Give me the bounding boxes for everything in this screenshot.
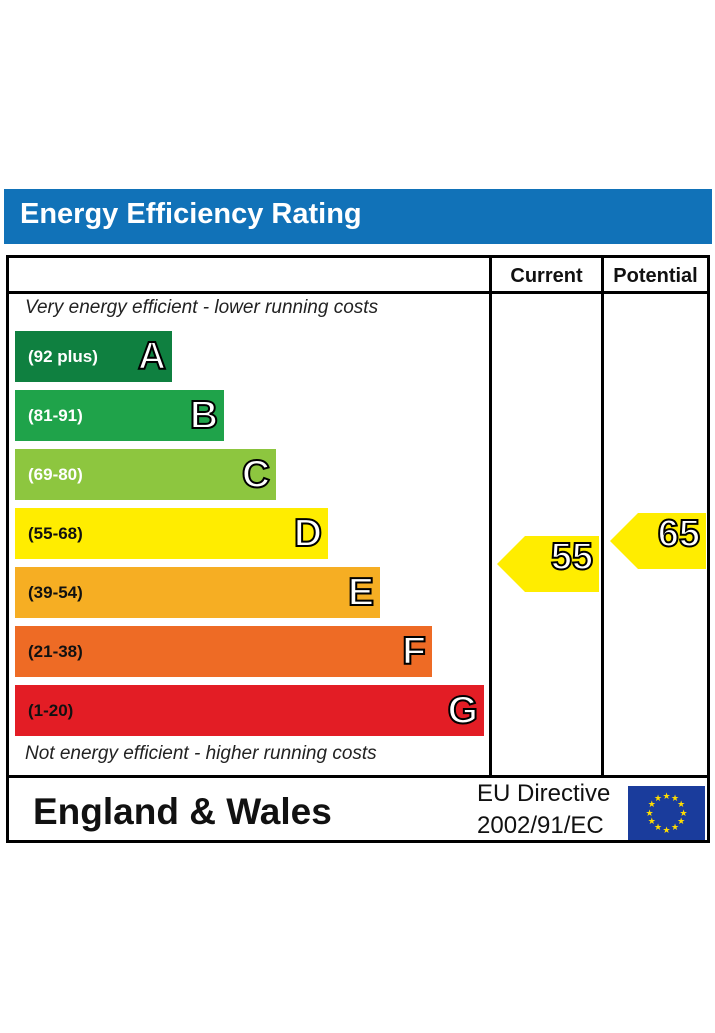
region-label: England & Wales	[33, 791, 332, 832]
directive-line-1: EU Directive	[477, 780, 611, 807]
rating-chart-frame: Current Potential Very energy efficient …	[6, 255, 710, 843]
band-letter-label: E	[347, 570, 375, 615]
band-range-label: (39-54)	[28, 583, 83, 602]
eu-star-icon: ★	[670, 792, 680, 803]
band-range-label: (81-91)	[28, 406, 83, 425]
current-rating-value: 55	[550, 535, 594, 579]
band-letter-label: B	[189, 393, 219, 438]
band-range-label: (55-68)	[28, 524, 83, 543]
eu-star-icon: ★	[662, 790, 671, 801]
potential-column-divider	[601, 258, 604, 776]
top-caption: Very energy efficient - lower running co…	[25, 297, 379, 318]
footer-divider	[9, 775, 707, 778]
eu-star-icon: ★	[677, 816, 686, 826]
potential-marker-arrow	[610, 512, 706, 569]
rating-band-b: (81-91) B	[15, 390, 224, 441]
eu-flag-icon: ★ ★ ★ ★ ★ ★ ★ ★ ★ ★ ★ ★	[628, 786, 705, 840]
band-letter-label: F	[401, 629, 427, 674]
potential-rating-value: 65	[657, 512, 701, 556]
rating-band-e: (39-54) E	[15, 567, 380, 618]
eu-star-icon: ★	[653, 792, 663, 803]
current-rating-marker: 55	[497, 535, 599, 592]
eu-star-icon: ★	[677, 799, 686, 809]
band-letter-label: D	[293, 511, 323, 556]
band-range-label: (21-38)	[28, 642, 83, 661]
eu-star-icon: ★	[647, 799, 656, 809]
current-column-header: Current	[510, 265, 583, 287]
band-letter-label: C	[241, 452, 271, 497]
potential-column-header: Potential	[613, 265, 698, 287]
eu-star-icon: ★	[662, 824, 671, 835]
rating-band-f: (21-38) F	[15, 626, 432, 677]
band-range-label: (1-20)	[28, 701, 74, 720]
band-letter-label: G	[447, 688, 479, 733]
current-column-divider	[489, 258, 492, 776]
directive-line-2: 2002/91/EC	[477, 812, 604, 839]
eu-star-icon: ★	[653, 822, 663, 833]
header-divider	[9, 291, 707, 294]
rating-band-c: (69-80) C	[15, 449, 276, 500]
rating-band-a: (92 plus) A	[15, 331, 172, 382]
rating-band-d: (55-68) D	[15, 508, 328, 559]
band-letter-label: A	[137, 334, 167, 379]
bottom-caption: Not energy efficient - higher running co…	[25, 743, 377, 764]
eu-star-icon: ★	[679, 807, 688, 818]
eu-star-icon: ★	[645, 807, 654, 818]
band-range-label: (92 plus)	[28, 347, 98, 366]
rating-band-g: (1-20) G	[15, 685, 484, 736]
band-range-label: (69-80)	[28, 465, 83, 484]
eu-star-icon: ★	[647, 816, 656, 826]
potential-rating-marker: 65	[610, 512, 706, 569]
chart-title: Energy Efficiency Rating	[20, 198, 362, 230]
title-bar: Energy Efficiency Rating	[4, 189, 712, 244]
eu-star-icon: ★	[670, 822, 680, 833]
current-marker-arrow	[497, 535, 599, 592]
